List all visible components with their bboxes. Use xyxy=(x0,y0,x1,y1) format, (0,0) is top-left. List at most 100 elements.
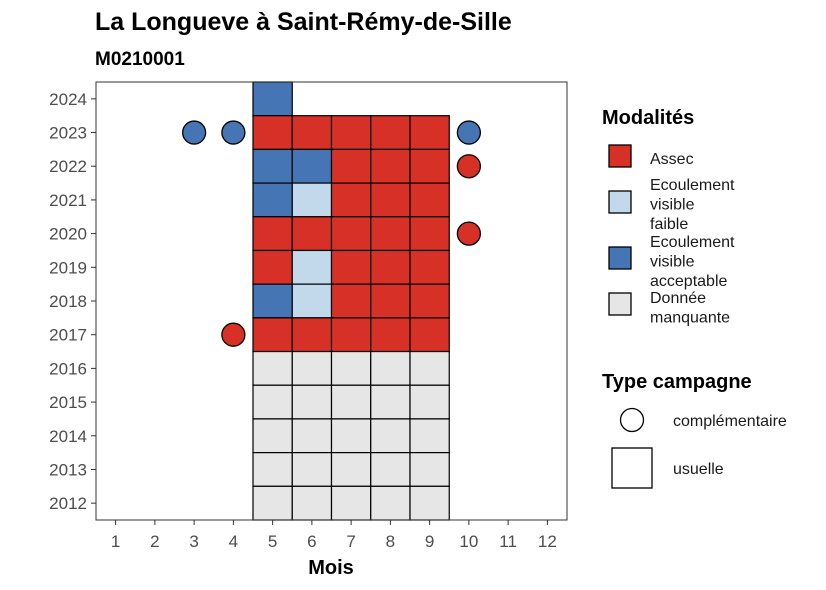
tile-2021-7 xyxy=(330,182,372,218)
tile-2013-9 xyxy=(409,452,450,487)
legend-label-0: Assec xyxy=(650,151,694,168)
tile-2018-8 xyxy=(370,283,411,319)
x-tick-label: 5 xyxy=(268,532,277,551)
y-tick-label: 2024 xyxy=(49,90,87,109)
tile-2023-5 xyxy=(252,115,293,150)
x-tick-label: 4 xyxy=(229,532,238,551)
tile-2015-7 xyxy=(330,384,372,420)
legend-campagne-label-0: complémentaire xyxy=(673,413,787,430)
y-tick-label: 2023 xyxy=(49,124,87,143)
tile-2022-9 xyxy=(409,148,450,184)
tile-2016-9 xyxy=(409,350,450,386)
legend-key-2 xyxy=(608,246,632,270)
x-tick-label: 8 xyxy=(386,532,395,551)
legend-label-2: Ecoulement visible acceptable xyxy=(650,234,735,290)
x-tick-label: 11 xyxy=(499,532,517,551)
tile-2017-7 xyxy=(330,317,372,353)
tile-2021-9 xyxy=(409,182,450,218)
tile-2017-8 xyxy=(370,317,411,353)
usuelle-tiles xyxy=(252,81,450,521)
tile-2012-9 xyxy=(409,485,450,521)
tile-2014-6 xyxy=(291,418,333,454)
tile-2013-7 xyxy=(330,452,372,487)
tile-2018-6 xyxy=(291,283,333,319)
point-2022-10 xyxy=(456,154,482,179)
y-tick-label: 2019 xyxy=(49,258,87,277)
tile-2012-7 xyxy=(330,485,372,521)
tile-2022-7 xyxy=(330,148,372,184)
legend-key-1 xyxy=(608,190,632,214)
tile-2022-5 xyxy=(252,148,293,184)
tile-2019-5 xyxy=(252,249,293,285)
legend-label-1: Ecoulement visible faible xyxy=(650,177,735,233)
chart-title: La Longueve à Saint-Rémy-de-Sille xyxy=(95,8,512,36)
x-tick-label: 3 xyxy=(189,532,198,551)
tile-2021-5 xyxy=(252,182,293,218)
tile-2022-6 xyxy=(291,148,333,184)
tile-2020-8 xyxy=(370,216,411,252)
tile-2016-5 xyxy=(252,350,293,386)
tile-2019-9 xyxy=(409,249,450,285)
chart-subtitle: M0210001 xyxy=(95,49,185,70)
complementaire-points xyxy=(181,120,482,347)
x-axis: 1 2 3 4 5 6 7 8 9 10 11 12 xyxy=(111,520,557,551)
tile-2016-8 xyxy=(370,350,411,386)
tile-2017-6 xyxy=(291,317,333,353)
tile-2018-5 xyxy=(252,283,293,319)
legend-campagne-title: Type campagne xyxy=(602,371,752,393)
y-tick-label: 2018 xyxy=(49,292,87,311)
tile-2015-9 xyxy=(409,384,450,420)
tile-2018-7 xyxy=(330,283,372,319)
y-tick-label: 2021 xyxy=(49,191,87,210)
legend-campagne-label-1: usuelle xyxy=(673,461,724,478)
tile-2018-9 xyxy=(409,283,450,319)
point-2023-10 xyxy=(456,120,482,145)
legend-key-0 xyxy=(608,144,632,168)
tile-2016-6 xyxy=(291,350,333,386)
tile-2012-6 xyxy=(291,485,333,521)
tile-2012-5 xyxy=(252,485,293,521)
point-2023-3 xyxy=(181,120,207,145)
y-axis: 2012 2013 2014 2015 2016 2017 2018 2019 2020 2021… xyxy=(49,90,96,513)
x-tick-label: 2 xyxy=(150,532,159,551)
y-tick-label: 2016 xyxy=(49,359,87,378)
tile-2015-8 xyxy=(370,384,411,420)
tile-2016-7 xyxy=(330,350,372,386)
tile-2017-5 xyxy=(252,317,293,353)
x-tick-label: 9 xyxy=(425,532,434,551)
point-2020-10 xyxy=(456,221,482,246)
tile-2019-8 xyxy=(370,249,411,285)
point-2023-4 xyxy=(221,120,246,145)
tile-2012-8 xyxy=(370,485,411,521)
y-tick-label: 2015 xyxy=(49,393,87,412)
tile-2024-5 xyxy=(252,81,293,117)
y-tick-label: 2022 xyxy=(49,157,87,176)
x-tick-label: 1 xyxy=(111,532,120,551)
tile-2014-8 xyxy=(370,418,411,454)
tile-2020-6 xyxy=(291,216,333,252)
legend-modalites-title: Modalités xyxy=(602,107,694,129)
tile-2013-5 xyxy=(252,452,293,487)
tile-2019-7 xyxy=(330,249,372,285)
y-tick-label: 2020 xyxy=(49,225,87,244)
y-tick-label: 2017 xyxy=(49,326,87,345)
legend-key-3 xyxy=(608,292,632,316)
x-tick-label: 10 xyxy=(459,532,478,551)
tile-2023-9 xyxy=(409,115,450,150)
plot-area xyxy=(95,81,568,521)
tile-2014-7 xyxy=(330,418,372,454)
legend-modalites: Modalités Assec Ecoulement visible faibleEc… xyxy=(602,107,735,327)
tile-2023-6 xyxy=(291,115,333,150)
x-tick-label: 12 xyxy=(538,532,557,551)
tile-2013-8 xyxy=(370,452,411,487)
x-tick-label: 7 xyxy=(346,532,355,551)
tile-2015-6 xyxy=(291,384,333,420)
tile-2023-7 xyxy=(330,115,372,150)
tile-2020-9 xyxy=(409,216,450,252)
tile-2020-5 xyxy=(252,216,293,252)
tile-2013-6 xyxy=(291,452,333,487)
x-tick-label: 6 xyxy=(307,532,316,551)
tile-2019-6 xyxy=(291,249,333,285)
tile-2014-9 xyxy=(409,418,450,454)
tile-2014-5 xyxy=(252,418,293,454)
